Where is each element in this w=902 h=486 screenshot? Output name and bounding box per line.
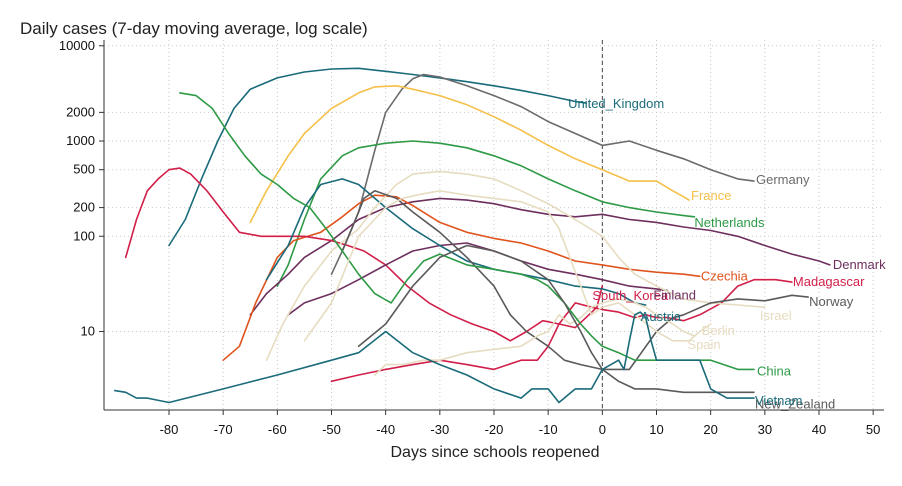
y-tick-label: 1000	[66, 133, 95, 148]
series-line-france	[249, 85, 690, 224]
x-tick-label: -30	[430, 422, 449, 437]
x-axis-label: Days since schools reopened	[390, 444, 599, 461]
x-tick-label: -20	[485, 422, 504, 437]
series-line-vietnam	[114, 311, 755, 404]
x-tick-label: 0	[599, 422, 606, 437]
series-label-south-korea: South_Korea	[592, 288, 669, 303]
y-tick-label: 100	[73, 228, 95, 243]
series-label-new-zealand: New_Zealand	[755, 396, 835, 411]
x-tick-label: 10	[649, 422, 663, 437]
series-line-south-korea	[124, 167, 604, 342]
x-tick-label: -10	[539, 422, 558, 437]
series-line-israel	[265, 170, 766, 361]
x-tick-label: -50	[322, 422, 341, 437]
series-line-china	[179, 92, 755, 371]
y-tick-label: 2000	[66, 104, 95, 119]
y-tick-label: 500	[73, 162, 95, 177]
chart-title: Daily cases (7-day moving average, log s…	[20, 19, 368, 38]
x-tick-label: 40	[812, 422, 826, 437]
series-line-norway	[341, 190, 809, 371]
series-line-madagascar	[330, 278, 793, 383]
series-label-france: France	[691, 188, 731, 203]
x-tick-label: -70	[214, 422, 233, 437]
series-label-czechia: Czechia	[701, 268, 749, 283]
series-label-denmark: Denmark	[833, 257, 886, 272]
series-line-netherlands	[276, 140, 696, 287]
x-tick-label: 50	[866, 422, 880, 437]
series-line-austria	[265, 178, 647, 306]
series-label-china: China	[757, 363, 792, 378]
series-label-norway: Norway	[809, 294, 854, 309]
series-labels: United_Kingdom Germany France Netherlands De…	[568, 96, 886, 411]
series-lines	[114, 67, 831, 404]
x-tick-label: -60	[268, 422, 287, 437]
series-line-new-zealand	[357, 244, 755, 394]
series-line-berlin	[303, 190, 712, 342]
series-label-israel: Israel	[760, 308, 792, 323]
series-label-germany: Germany	[756, 172, 810, 187]
x-tick-label: 20	[703, 422, 717, 437]
x-tick-label: 30	[758, 422, 772, 437]
series-label-united-kingdom: United_Kingdom	[568, 96, 664, 111]
series-label-madagascar: Madagascar	[793, 274, 865, 289]
series-label-spain: Spain	[687, 337, 720, 352]
y-tick-label: 200	[73, 200, 95, 215]
x-tick-label: -40	[376, 422, 395, 437]
series-label-finland: Finland	[653, 287, 696, 302]
series-label-austria: Austria	[641, 309, 682, 324]
series-label-netherlands: Netherlands	[694, 215, 765, 230]
y-tick-label: 10	[81, 324, 95, 339]
y-tick-label: 10000	[59, 38, 95, 53]
series-line-germany	[330, 73, 755, 275]
series-label-vietnam: Vietnam	[755, 393, 802, 408]
x-tick-label: -80	[160, 422, 179, 437]
series-line-finland	[287, 242, 669, 316]
series-line-denmark	[249, 197, 831, 316]
series-label-berlin: Berlin	[702, 323, 735, 338]
series-line-united-kingdom	[168, 67, 587, 247]
